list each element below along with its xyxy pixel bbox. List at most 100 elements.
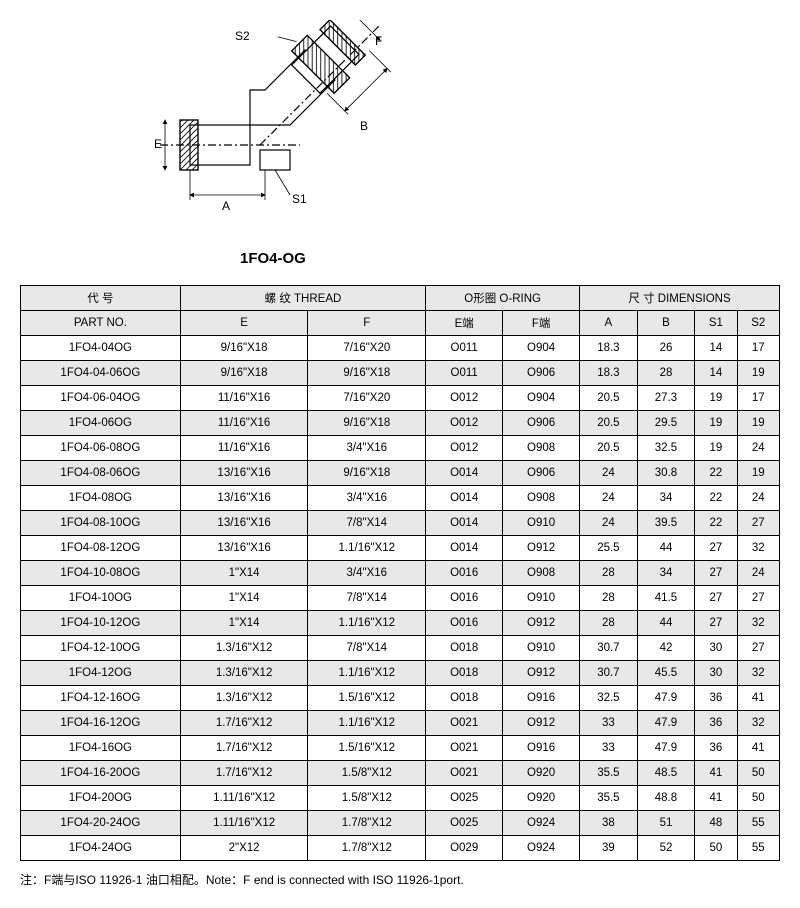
- table-row: 1FO4-06OG11/16"X169/16"X18O012O90620.529…: [21, 411, 780, 436]
- table-cell: 13/16"X16: [180, 511, 308, 536]
- col-F: F: [308, 311, 426, 336]
- table-cell: O012: [426, 436, 503, 461]
- table-row: 1FO4-16-12OG1.7/16"X121.1/16"X12O021O912…: [21, 711, 780, 736]
- table-cell: 1.7/16"X12: [180, 761, 308, 786]
- table-cell: 45.5: [637, 661, 695, 686]
- spec-table: 代 号 螺 纹 THREAD O形圈 O-RING 尺 寸 DIMENSIONS…: [20, 285, 780, 861]
- table-cell: 36: [695, 736, 737, 761]
- col-partno-cn: 代 号: [21, 286, 181, 311]
- table-row: 1FO4-12-10OG1.3/16"X127/8"X14O018O91030.…: [21, 636, 780, 661]
- table-cell: 1FO4-06OG: [21, 411, 181, 436]
- table-cell: O018: [426, 636, 503, 661]
- table-cell: 24: [580, 461, 638, 486]
- table-cell: 18.3: [580, 336, 638, 361]
- table-cell: 7/8"X14: [308, 586, 426, 611]
- table-row: 1FO4-04-06OG9/16"X189/16"X18O011O90618.3…: [21, 361, 780, 386]
- table-cell: 41: [737, 686, 779, 711]
- table-cell: 27: [737, 511, 779, 536]
- table-cell: 1FO4-04OG: [21, 336, 181, 361]
- table-cell: O014: [426, 486, 503, 511]
- table-cell: O014: [426, 536, 503, 561]
- table-cell: 13/16"X16: [180, 486, 308, 511]
- table-cell: 28: [580, 586, 638, 611]
- table-cell: 44: [637, 536, 695, 561]
- table-cell: O910: [503, 511, 580, 536]
- table-cell: 33: [580, 736, 638, 761]
- table-cell: O920: [503, 761, 580, 786]
- table-cell: 36: [695, 711, 737, 736]
- table-cell: 47.9: [637, 711, 695, 736]
- table-row: 1FO4-12OG1.3/16"X121.1/16"X12O018O91230.…: [21, 661, 780, 686]
- dim-label-S1: S1: [292, 192, 307, 206]
- table-cell: 9/16"X18: [180, 361, 308, 386]
- table-cell: O916: [503, 686, 580, 711]
- table-cell: 27.3: [637, 386, 695, 411]
- table-cell: 24: [737, 561, 779, 586]
- table-cell: 50: [737, 761, 779, 786]
- table-cell: 51: [637, 811, 695, 836]
- table-cell: O906: [503, 461, 580, 486]
- footnote: 注：F端与ISO 11926-1 油口相配。Note：F end is conn…: [20, 871, 780, 888]
- table-cell: 30.7: [580, 636, 638, 661]
- table-cell: 24: [580, 511, 638, 536]
- table-cell: 30: [695, 661, 737, 686]
- table-cell: 13/16"X16: [180, 461, 308, 486]
- table-cell: 1FO4-16-20OG: [21, 761, 181, 786]
- table-cell: 17: [737, 336, 779, 361]
- table-cell: 24: [737, 436, 779, 461]
- table-cell: 20.5: [580, 386, 638, 411]
- table-cell: 14: [695, 336, 737, 361]
- table-cell: 36: [695, 686, 737, 711]
- table-cell: 48.8: [637, 786, 695, 811]
- table-cell: 1FO4-08OG: [21, 486, 181, 511]
- table-cell: 27: [695, 536, 737, 561]
- table-cell: 11/16"X16: [180, 386, 308, 411]
- table-cell: 24: [737, 486, 779, 511]
- table-cell: O910: [503, 636, 580, 661]
- table-cell: 1"X14: [180, 586, 308, 611]
- table-cell: 1FO4-16-12OG: [21, 711, 181, 736]
- table-cell: 1"X14: [180, 611, 308, 636]
- table-row: 1FO4-06-04OG11/16"X167/16"X20O012O90420.…: [21, 386, 780, 411]
- table-cell: 55: [737, 811, 779, 836]
- table-cell: O904: [503, 386, 580, 411]
- table-cell: O920: [503, 786, 580, 811]
- table-cell: O912: [503, 536, 580, 561]
- table-cell: O011: [426, 361, 503, 386]
- table-cell: 47.9: [637, 686, 695, 711]
- table-cell: 39: [580, 836, 638, 861]
- table-cell: 27: [737, 586, 779, 611]
- table-cell: 22: [695, 486, 737, 511]
- table-cell: 1.7/16"X12: [180, 711, 308, 736]
- dim-label-A: A: [222, 199, 230, 213]
- table-cell: 41: [695, 786, 737, 811]
- dim-label-B: B: [360, 119, 368, 133]
- table-cell: O016: [426, 611, 503, 636]
- table-cell: 35.5: [580, 786, 638, 811]
- table-cell: 32: [737, 611, 779, 636]
- table-row: 1FO4-04OG9/16"X187/16"X20O011O90418.3261…: [21, 336, 780, 361]
- table-cell: O011: [426, 336, 503, 361]
- table-cell: 52: [637, 836, 695, 861]
- table-cell: O916: [503, 736, 580, 761]
- table-cell: 27: [695, 561, 737, 586]
- table-cell: 1.1/16"X12: [308, 536, 426, 561]
- table-cell: 32: [737, 536, 779, 561]
- table-cell: 1.3/16"X12: [180, 661, 308, 686]
- table-cell: O908: [503, 486, 580, 511]
- table-cell: O912: [503, 661, 580, 686]
- col-S2: S2: [737, 311, 779, 336]
- table-cell: 1.1/16"X12: [308, 661, 426, 686]
- table-cell: 30.7: [580, 661, 638, 686]
- table-cell: 24: [580, 486, 638, 511]
- table-cell: O924: [503, 836, 580, 861]
- table-cell: O908: [503, 561, 580, 586]
- col-S1: S1: [695, 311, 737, 336]
- table-cell: 11/16"X16: [180, 436, 308, 461]
- table-cell: 1FO4-08-10OG: [21, 511, 181, 536]
- table-cell: 1FO4-24OG: [21, 836, 181, 861]
- table-cell: 1.11/16"X12: [180, 811, 308, 836]
- table-cell: 1.5/8"X12: [308, 761, 426, 786]
- table-cell: O021: [426, 761, 503, 786]
- table-cell: 27: [695, 586, 737, 611]
